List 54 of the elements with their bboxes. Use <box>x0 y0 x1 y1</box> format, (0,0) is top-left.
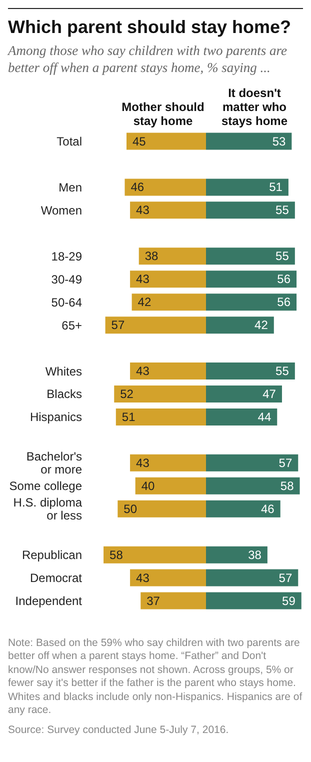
data-label: 58 <box>280 478 294 493</box>
y-tick-label: Men <box>58 180 82 194</box>
data-label: 38 <box>144 249 159 264</box>
data-label: 59 <box>282 594 296 608</box>
data-label: 47 <box>262 386 276 401</box>
data-label: 56 <box>277 295 291 310</box>
y-tick-label: Some college <box>9 479 82 494</box>
data-label: 43 <box>136 456 150 470</box>
data-label: 51 <box>269 180 283 194</box>
chart-title: Which parent should stay home? <box>8 17 292 38</box>
data-label: 44 <box>258 410 272 424</box>
data-label: 38 <box>248 548 262 562</box>
data-label: 52 <box>120 386 134 401</box>
data-label: 50 <box>124 502 138 516</box>
data-label: 43 <box>136 570 150 585</box>
y-tick-label: Bachelor's or more <box>26 450 82 477</box>
text: Note: Based on the 59% who say children with two parents are better off when a parent stays home. “Father” and Don't know/No answer responses not shown. Across groups, 5% or fewer say it's better if the father is the parent who stays home. Whites and blacks include only non-Hispanics. Hispanics are of any race. <box>8 636 303 718</box>
data-label: 42 <box>138 295 152 310</box>
data-label: 51 <box>122 410 136 424</box>
data-label: 55 <box>276 249 290 264</box>
source-note: Source: Survey conducted June 5-July 7, 2016. <box>8 724 230 737</box>
data-label: 45 <box>132 134 146 148</box>
data-label: 56 <box>277 272 291 286</box>
data-label: 40 <box>141 478 156 493</box>
data-label: 55 <box>276 364 290 378</box>
data-label: 37 <box>146 594 160 608</box>
data-label: 53 <box>272 134 286 148</box>
data-label: 57 <box>278 456 292 470</box>
y-tick-label: H.S. diploma or less <box>13 496 82 523</box>
series-label: Mother should stay home <box>121 100 205 128</box>
data-label: 46 <box>130 180 144 194</box>
y-tick-label: Hispanics <box>30 410 82 424</box>
y-tick-label: Democrat <box>30 571 83 586</box>
y-tick-label: 30-49 <box>51 272 82 286</box>
data-label: 42 <box>254 318 268 332</box>
y-tick-label: 65+ <box>62 318 82 332</box>
data-label: 58 <box>110 548 124 562</box>
y-tick-label: 50-64 <box>51 295 82 310</box>
y-tick-label: Independent <box>15 594 83 608</box>
y-tick-label: Total <box>56 134 82 148</box>
chart-subtitle: Among those who say children with two parents are better off when a parent stays home, % saying ... <box>8 42 288 76</box>
data-label: 43 <box>136 203 150 218</box>
y-tick-label: Republican <box>22 548 82 562</box>
data-label: 46 <box>261 502 275 516</box>
data-label: 43 <box>136 272 150 286</box>
data-label: 57 <box>278 570 292 585</box>
data-label: 43 <box>136 364 150 378</box>
series-label: It doesn't matter who stays home <box>220 86 289 128</box>
data-label: 55 <box>276 203 290 218</box>
data-label: 57 <box>111 318 125 332</box>
y-tick-label: Blacks <box>46 387 82 402</box>
y-tick-label: Women <box>40 203 82 218</box>
y-tick-label: Whites <box>45 364 82 378</box>
y-tick-label: 18-29 <box>51 249 82 264</box>
